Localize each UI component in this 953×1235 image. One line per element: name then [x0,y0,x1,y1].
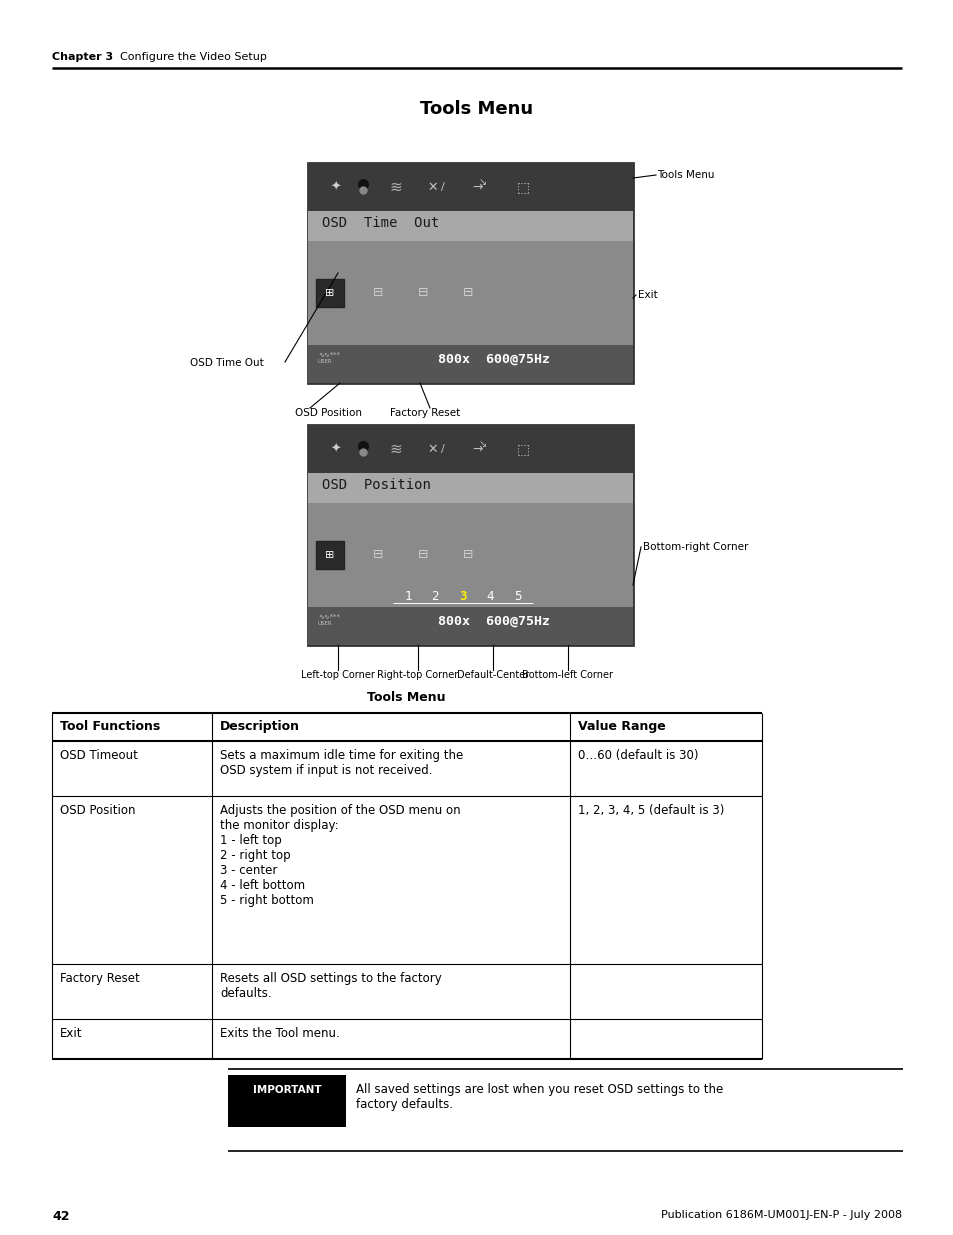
Bar [308,163,633,383]
Text: 3: 3 [458,590,466,604]
Text: Tool Functions: Tool Functions [60,720,160,734]
Bar [315,279,344,308]
Bar [308,345,633,383]
Text: ≋: ≋ [389,179,402,194]
Text: Resets all OSD settings to the factory
defaults.: Resets all OSD settings to the factory d… [220,972,441,1000]
Text: /: / [440,445,444,454]
Text: 1, 2, 3, 4, 5 (default is 3): 1, 2, 3, 4, 5 (default is 3) [578,804,723,818]
Bar [308,163,633,211]
Text: ∿∿***: ∿∿*** [317,351,339,357]
Text: USER: USER [317,359,333,364]
Text: OSD  Time  Out: OSD Time Out [322,216,438,230]
Text: ✕: ✕ [427,180,437,194]
Text: 2: 2 [431,590,438,604]
Text: IMPORTANT: IMPORTANT [253,1086,321,1095]
Text: ⊟: ⊟ [462,548,473,562]
Text: Chapter 3: Chapter 3 [52,52,113,62]
Text: 800x  600@75Hz: 800x 600@75Hz [437,615,550,629]
Text: ≋: ≋ [389,441,402,457]
Text: All saved settings are lost when you reset OSD settings to the
factory defaults.: All saved settings are lost when you res… [355,1083,722,1112]
Text: Exit: Exit [60,1028,82,1040]
Text: 1: 1 [404,590,412,604]
Text: ⊟: ⊟ [373,287,383,300]
Text: Left-top Corner: Left-top Corner [301,671,375,680]
Text: Right-top Corner: Right-top Corner [377,671,458,680]
Bar [308,473,633,503]
Text: Default-Center: Default-Center [456,671,529,680]
Bar [308,241,633,345]
Text: 5: 5 [514,590,521,604]
Text: Description: Description [220,720,299,734]
Text: ⊟: ⊟ [373,548,383,562]
Text: OSD  Position: OSD Position [322,478,431,492]
Text: Exit: Exit [638,290,657,300]
Text: /: / [440,182,444,191]
Text: ⊟: ⊟ [462,287,473,300]
Text: Factory Reset: Factory Reset [60,972,139,986]
Bar [308,211,633,241]
Text: Configure the Video Setup: Configure the Video Setup [120,52,267,62]
Text: ⊞: ⊞ [325,288,335,298]
Bar [308,606,633,645]
Text: →: → [473,180,483,194]
Text: ✦: ✦ [331,180,341,194]
Text: ↘: ↘ [478,177,487,186]
Text: Exits the Tool menu.: Exits the Tool menu. [220,1028,339,1040]
Bar [308,425,633,645]
Text: Sets a maximum idle time for exiting the
OSD system if input is not received.: Sets a maximum idle time for exiting the… [220,748,463,777]
Text: Publication 6186M-UM001J-EN-P - July 2008: Publication 6186M-UM001J-EN-P - July 200… [660,1210,901,1220]
Text: ⬚: ⬚ [516,442,529,456]
Text: ⊟: ⊟ [417,548,428,562]
Text: ⊞: ⊞ [325,550,335,559]
Text: ∿∿***: ∿∿*** [317,613,339,619]
Bar [228,1074,346,1128]
Text: Bottom-left Corner: Bottom-left Corner [522,671,613,680]
Text: Bottom-right Corner: Bottom-right Corner [642,542,747,552]
Text: ✦: ✦ [331,442,341,456]
Text: Value Range: Value Range [578,720,665,734]
Text: 4: 4 [486,590,494,604]
Bar [315,541,344,569]
Text: Adjusts the position of the OSD menu on
the monitor display:
1 - left top
2 - ri: Adjusts the position of the OSD menu on … [220,804,460,906]
Text: 42: 42 [52,1210,70,1223]
Text: ✕: ✕ [427,442,437,456]
Bar [308,503,633,606]
Text: ↘: ↘ [478,438,487,450]
Text: Tools Menu: Tools Menu [367,692,445,704]
Text: Tools Menu: Tools Menu [657,170,714,180]
Text: Factory Reset: Factory Reset [390,408,459,417]
Text: ⬚: ⬚ [516,180,529,194]
Text: OSD Position: OSD Position [294,408,361,417]
Text: Tools Menu: Tools Menu [420,100,533,119]
Text: USER: USER [317,621,333,626]
Text: ⊟: ⊟ [417,287,428,300]
Text: 800x  600@75Hz: 800x 600@75Hz [437,353,550,366]
Text: OSD Position: OSD Position [60,804,135,818]
Text: →: → [473,442,483,456]
Text: OSD Timeout: OSD Timeout [60,748,138,762]
Bar [308,425,633,473]
Text: 0…60 (default is 30): 0…60 (default is 30) [578,748,698,762]
Text: OSD Time Out: OSD Time Out [190,358,263,368]
